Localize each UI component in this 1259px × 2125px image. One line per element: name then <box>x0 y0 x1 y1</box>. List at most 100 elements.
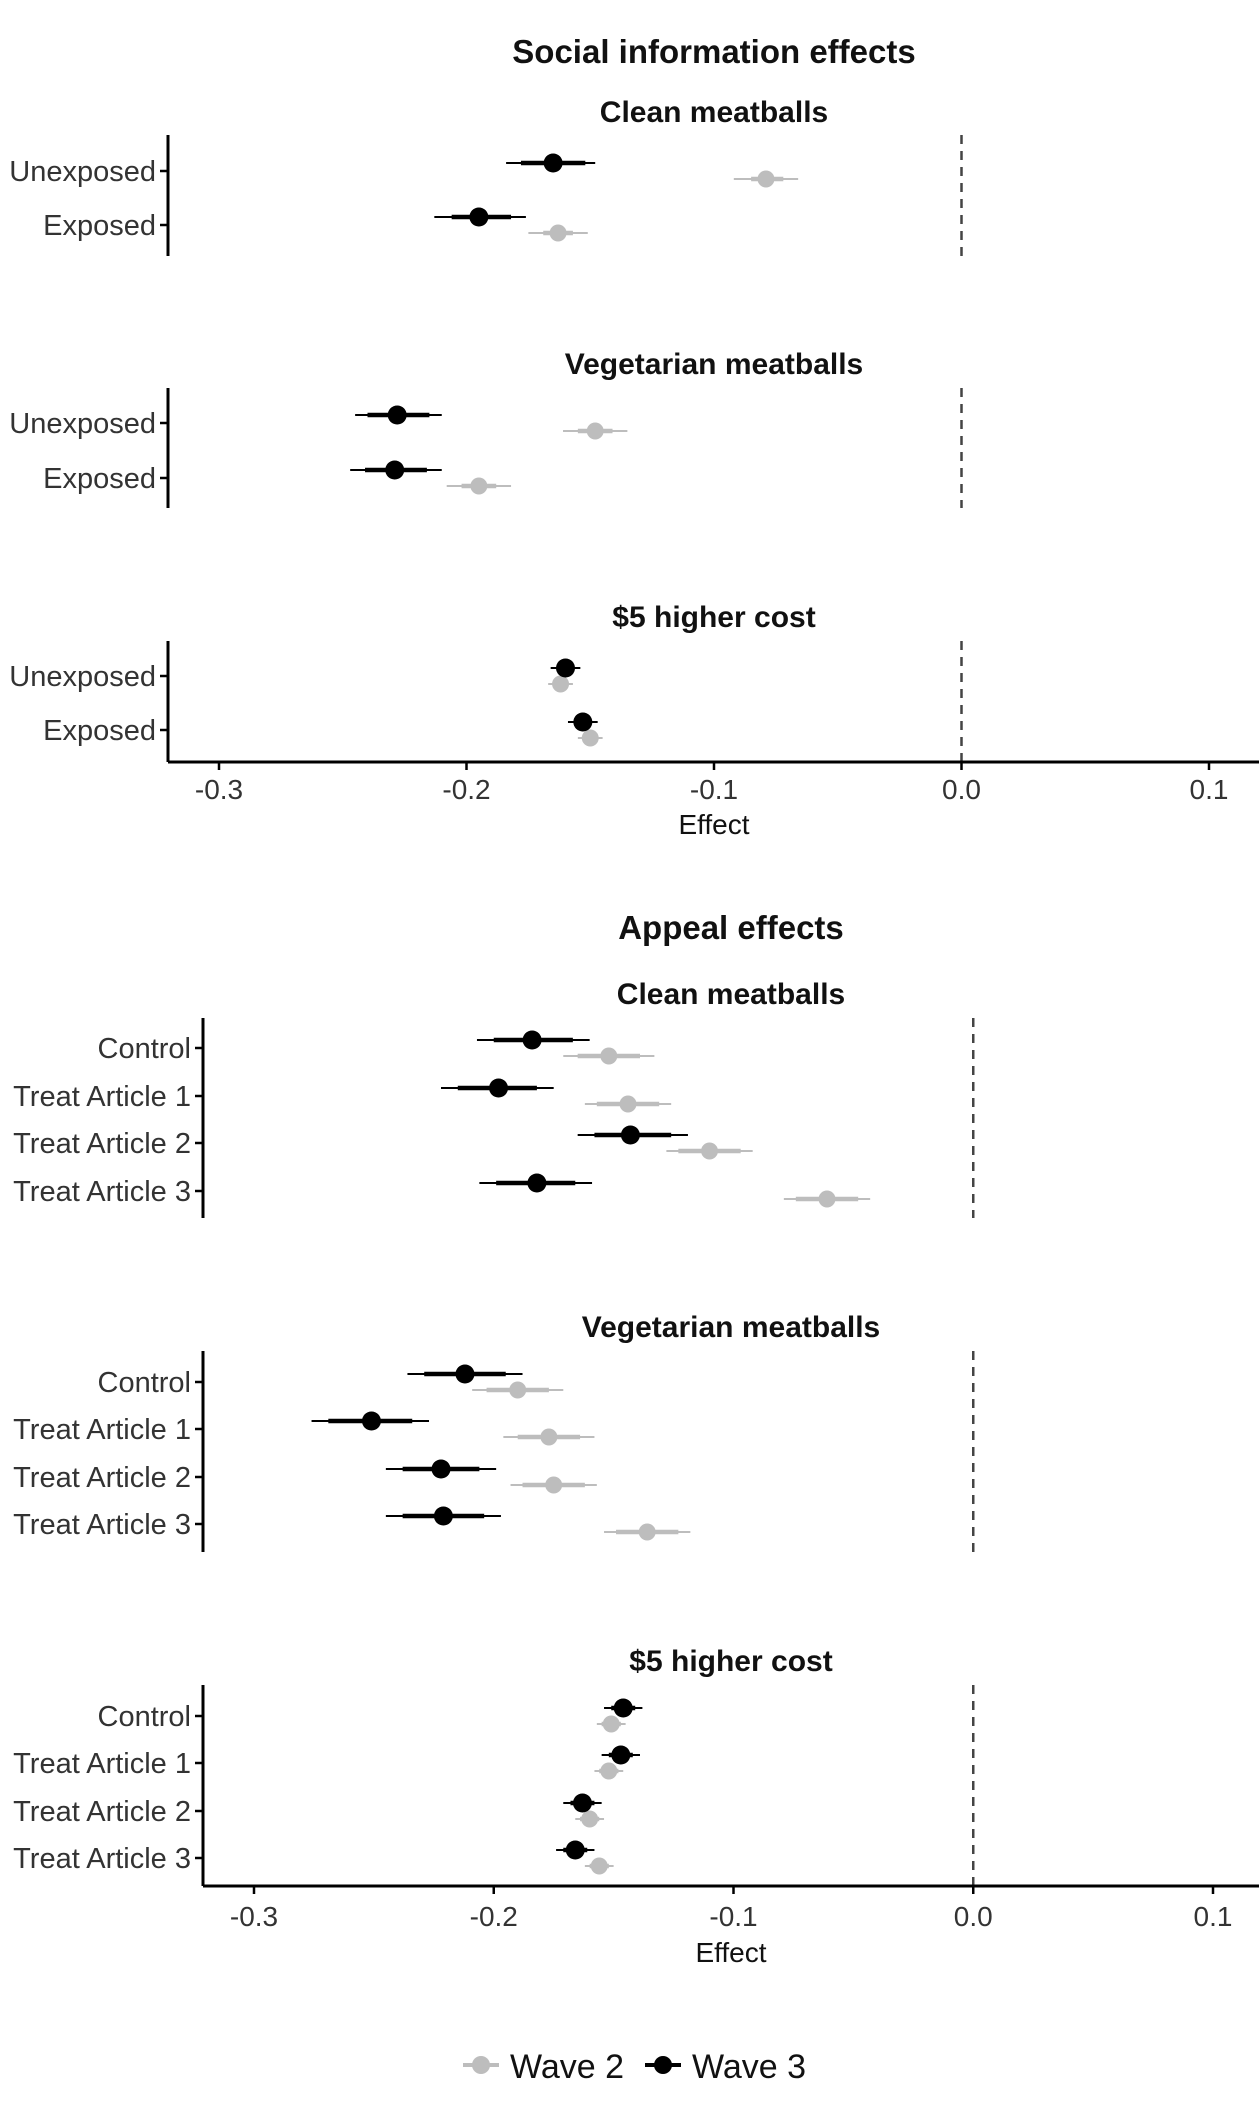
x-tick-label: -0.3 <box>230 1901 278 1932</box>
category-label-treat-article-3: Treat Article 3 <box>13 1176 191 1208</box>
point-wave-2-treat-article-2 <box>666 1142 753 1160</box>
facet-title-higher-cost: $5 higher cost <box>612 601 815 634</box>
category-label-exposed: Exposed <box>43 463 156 495</box>
facet-5-higher-cost: Unexposed Exposed <box>9 641 963 762</box>
point-wave-3-exposed <box>350 460 442 480</box>
point-marker <box>600 1762 618 1780</box>
legend-label: Wave 2 <box>510 2048 624 2086</box>
point-marker <box>552 675 570 693</box>
point-marker <box>573 712 593 732</box>
category-label-treat-article-1: Treat Article 1 <box>13 1414 191 1446</box>
x-tick-label: 0.0 <box>942 774 981 805</box>
category-label-treat-article-1: Treat Article 1 <box>13 1748 191 1780</box>
facet-title-clean-meatballs: Clean meatballs <box>617 978 845 1011</box>
point-wave-2-treat-article-3 <box>604 1523 691 1541</box>
point-wave-3-treat-article-2 <box>577 1125 688 1145</box>
x-axis-title: Effect <box>695 1937 766 1968</box>
x-tick-label: -0.3 <box>195 774 243 805</box>
facet-vegetarian-meatballs: Unexposed Exposed <box>9 388 963 508</box>
point-wave-3-treat-article-2 <box>563 1793 602 1813</box>
category-label-control: Control <box>98 1033 192 1065</box>
point-marker <box>527 1173 547 1193</box>
category-label-control: Control <box>98 1367 192 1399</box>
point-wave-2-control <box>472 1381 564 1399</box>
x-axis-title: Effect <box>678 809 749 840</box>
x-axis: -0.3 -0.2 -0.1 0.0 0.1 <box>168 760 1259 805</box>
facet-clean-meatballs: Control Treat Article 1 Treat Article 2 Tre… <box>13 1018 975 1218</box>
point-marker <box>385 460 405 480</box>
x-axis: -0.3 -0.2 -0.1 0.0 0.1 <box>203 1884 1259 1932</box>
point-wave-3-treat-article-1 <box>441 1078 554 1098</box>
point-marker <box>602 1715 620 1733</box>
category-label-treat-article-3: Treat Article 3 <box>13 1509 191 1541</box>
point-marker <box>572 1793 592 1813</box>
point-marker <box>586 422 604 440</box>
facet-clean-meatballs: Unexposed Exposed <box>9 135 963 256</box>
point-wave-2-exposed <box>577 729 603 747</box>
point-marker <box>489 1078 509 1098</box>
legend-swatch-dot <box>472 2056 490 2074</box>
facet-title-higher-cost: $5 higher cost <box>629 1645 832 1678</box>
category-label-treat-article-3: Treat Article 3 <box>13 1843 191 1875</box>
point-wave-2-unexposed <box>548 675 573 693</box>
x-tick-label: -0.1 <box>709 1901 757 1932</box>
legend-item-wave-2: Wave 2 <box>463 2048 624 2086</box>
point-wave-3-treat-article-3 <box>479 1173 593 1193</box>
point-wave-3-treat-article-1 <box>601 1745 640 1765</box>
appeal-panel: Appeal effects Clean meatballs Vegetaria… <box>13 909 1259 1968</box>
point-wave-2-exposed <box>528 224 588 242</box>
point-marker <box>600 1047 618 1065</box>
point-marker <box>470 477 488 495</box>
point-wave-2-exposed <box>446 477 512 495</box>
x-tick-label: 0.1 <box>1194 1901 1233 1932</box>
point-marker <box>590 1857 608 1875</box>
point-marker <box>431 1459 451 1479</box>
point-wave-3-control <box>604 1698 643 1718</box>
point-wave-3-unexposed <box>506 153 596 173</box>
legend-item-wave-3: Wave 3 <box>645 2048 806 2086</box>
x-tick-label: -0.1 <box>690 774 738 805</box>
point-marker <box>638 1523 656 1541</box>
facet-5-higher-cost: Control Treat Article 1 Treat Article 2 Tre… <box>13 1685 975 1886</box>
category-label-treat-article-2: Treat Article 2 <box>13 1128 191 1160</box>
point-marker <box>620 1125 640 1145</box>
point-wave-3-control <box>407 1364 523 1384</box>
point-marker <box>565 1840 585 1860</box>
x-tick-label: 0.1 <box>1190 774 1229 805</box>
point-wave-2-treat-article-3 <box>584 1857 614 1875</box>
point-marker <box>387 405 407 425</box>
point-wave-2-treat-article-2 <box>575 1810 605 1828</box>
point-wave-2-treat-article-1 <box>594 1762 624 1780</box>
category-label-exposed: Exposed <box>43 715 156 747</box>
point-marker <box>469 207 489 227</box>
point-marker <box>611 1745 631 1765</box>
legend: Wave 2 Wave 3 <box>463 2048 806 2086</box>
point-marker <box>540 1428 558 1446</box>
category-label-treat-article-2: Treat Article 2 <box>13 1796 191 1828</box>
point-wave-3-treat-article-3 <box>556 1840 595 1860</box>
point-wave-2-treat-article-1 <box>503 1428 595 1446</box>
point-marker <box>581 1810 599 1828</box>
point-wave-3-exposed <box>567 712 598 732</box>
point-marker <box>509 1381 527 1399</box>
facet-title-vegetarian-meatballs: Vegetarian meatballs <box>582 1311 880 1344</box>
point-marker <box>619 1095 637 1113</box>
point-marker <box>757 170 775 188</box>
point-marker <box>361 1411 381 1431</box>
category-label-unexposed: Unexposed <box>9 408 156 440</box>
panel-title: Social information effects <box>512 33 915 70</box>
point-marker <box>613 1698 633 1718</box>
point-wave-2-treat-article-3 <box>783 1190 871 1208</box>
legend-swatch-dot <box>654 2056 672 2074</box>
point-marker <box>818 1190 836 1208</box>
panel-title: Appeal effects <box>618 909 844 946</box>
category-label-treat-article-2: Treat Article 2 <box>13 1462 191 1494</box>
point-wave-2-unexposed <box>563 422 628 440</box>
category-label-unexposed: Unexposed <box>9 661 156 693</box>
point-wave-3-treat-article-1 <box>311 1411 430 1431</box>
point-wave-3-exposed <box>434 207 526 227</box>
legend-label: Wave 3 <box>692 2048 806 2086</box>
point-marker <box>522 1030 542 1050</box>
point-wave-2-treat-article-1 <box>584 1095 672 1113</box>
